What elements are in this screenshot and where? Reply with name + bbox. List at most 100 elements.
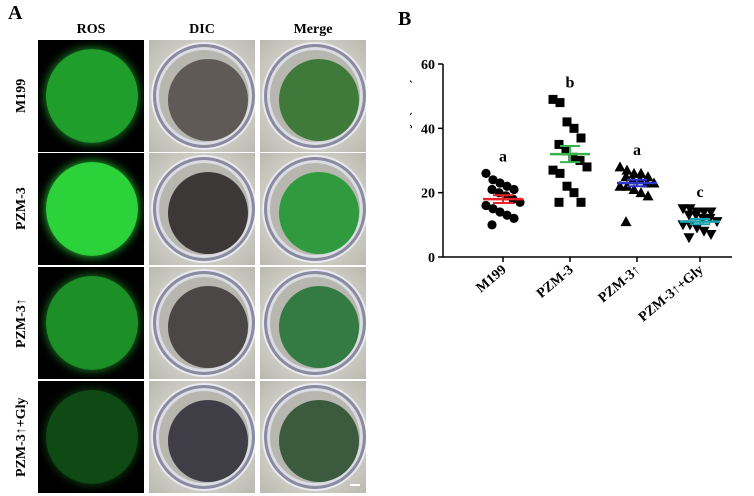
zona-pellucida [264, 44, 366, 148]
data-point-2 [635, 167, 647, 178]
panel-b-letter: B [398, 8, 412, 30]
y-axis-label: Fluorescence intensity (A.U.) [410, 78, 413, 263]
data-point-1 [575, 156, 585, 165]
ros-image-1 [38, 153, 144, 265]
data-point-0 [509, 213, 519, 223]
zona-pellucida [153, 271, 255, 375]
panel-a-letter: A [8, 2, 23, 24]
data-point-3 [683, 210, 695, 221]
data-point-1 [582, 162, 592, 172]
oocyte-fluorescence [46, 390, 138, 484]
ooplasm [168, 59, 248, 141]
zona-pellucida [153, 157, 255, 261]
y-tick-label: 20 [421, 187, 435, 202]
y-tick-label: 0 [428, 251, 435, 266]
significance-letter-1: b [566, 74, 575, 91]
data-point-1 [562, 181, 572, 191]
data-point-2 [628, 183, 640, 194]
significance-letter-3: c [696, 184, 703, 201]
dic-image-1 [149, 153, 255, 265]
zona-pellucida [153, 44, 255, 148]
merge-image-3 [260, 381, 366, 493]
dic-image-0 [149, 40, 255, 152]
data-point-0 [509, 184, 519, 195]
ros-image-3 [38, 381, 144, 493]
data-point-2 [620, 216, 632, 227]
y-tick-label: 60 [421, 58, 435, 73]
data-point-3 [698, 226, 710, 237]
data-point-1 [569, 123, 579, 133]
x-tick-label: M199 [474, 263, 510, 296]
data-point-1 [561, 146, 571, 156]
ros-image-0 [38, 40, 144, 152]
data-point-0 [495, 207, 505, 217]
ooplasm [279, 286, 359, 368]
data-point-0 [487, 184, 497, 195]
ooplasm [279, 172, 359, 254]
data-point-3 [690, 210, 702, 221]
ooplasm [168, 400, 248, 482]
data-point-0 [481, 168, 491, 178]
data-point-0 [488, 175, 498, 185]
data-point-1 [569, 188, 579, 198]
data-point-3 [677, 204, 689, 215]
data-point-1 [576, 133, 586, 143]
data-point-3 [684, 204, 696, 215]
zona-pellucida [264, 385, 366, 489]
data-point-1 [576, 197, 586, 207]
data-point-0 [488, 204, 498, 214]
data-point-1 [568, 152, 578, 162]
row-label-0: M199 [14, 78, 29, 114]
data-point-2 [620, 171, 632, 182]
zona-pellucida [264, 271, 366, 375]
data-point-2 [628, 167, 640, 178]
oocyte-fluorescence [46, 49, 138, 143]
merge-column-header: Merge [293, 22, 333, 37]
data-point-1 [554, 139, 564, 149]
data-point-1 [562, 117, 572, 127]
row-label-2: PZM-3↑ [14, 298, 29, 348]
data-point-0 [487, 220, 497, 230]
y-tick-label: 40 [421, 122, 435, 137]
data-point-1 [548, 165, 558, 175]
data-point-2 [614, 161, 626, 172]
ros-image-2 [38, 267, 144, 379]
x-tick-label: PZM-3↑+Gly [636, 263, 707, 326]
data-point-1 [555, 168, 565, 178]
dic-column-header: DIC [189, 22, 215, 37]
data-point-2 [642, 190, 654, 201]
row-label-1: PZM-3 [14, 187, 29, 231]
data-point-1 [548, 94, 558, 104]
ros-column-header: ROS [76, 22, 106, 37]
zona-pellucida [153, 385, 255, 489]
oocyte-fluorescence [46, 162, 138, 256]
data-point-3 [683, 233, 695, 244]
scale-bar [350, 484, 360, 486]
ooplasm [168, 172, 248, 254]
oocyte-fluorescence [46, 276, 138, 370]
data-point-2 [635, 187, 647, 198]
data-point-0 [481, 200, 491, 211]
data-point-0 [502, 210, 512, 220]
dic-image-2 [149, 267, 255, 379]
data-point-1 [555, 98, 565, 108]
dic-image-3 [149, 381, 255, 493]
merge-image-2 [260, 267, 366, 379]
x-tick-label: PZM-3 [534, 263, 576, 302]
ooplasm [279, 400, 359, 482]
data-point-1 [554, 197, 564, 207]
data-point-3 [698, 207, 710, 218]
ooplasm [279, 59, 359, 141]
fluorescence-scatter-chart: 0 20 40 60 Fluorescence intensity (A.U.) M199… [410, 58, 732, 326]
data-point-0 [495, 178, 505, 188]
data-point-2 [614, 180, 626, 191]
merge-image-0 [260, 40, 366, 152]
significance-letter-0: a [499, 148, 507, 165]
data-point-2 [621, 164, 633, 175]
row-label-3: PZM-3↑+Gly [14, 397, 29, 477]
x-tick-label: PZM-3↑ [596, 263, 644, 306]
significance-letter-2: a [633, 142, 641, 159]
data-point-3 [691, 223, 703, 234]
zona-pellucida [264, 157, 366, 261]
data-point-2 [642, 171, 654, 182]
